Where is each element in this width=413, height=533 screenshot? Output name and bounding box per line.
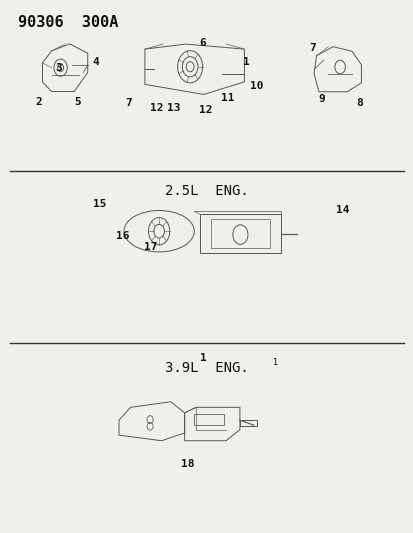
Text: 14: 14 <box>335 205 349 215</box>
Text: 7: 7 <box>309 43 316 53</box>
Text: 16: 16 <box>116 231 129 241</box>
Text: 1: 1 <box>242 58 249 67</box>
Text: 5: 5 <box>74 97 81 107</box>
Text: 7: 7 <box>125 98 132 108</box>
Text: 18: 18 <box>180 459 194 469</box>
Text: 11: 11 <box>220 93 234 103</box>
Text: 10: 10 <box>250 81 263 91</box>
Text: 3.9L  ENG.: 3.9L ENG. <box>165 361 248 375</box>
Text: 12: 12 <box>150 103 163 114</box>
Text: 1: 1 <box>271 358 277 367</box>
Text: 15: 15 <box>92 199 106 209</box>
Text: 13: 13 <box>167 103 180 114</box>
Text: 12: 12 <box>199 105 212 115</box>
Text: 9: 9 <box>317 94 324 104</box>
Text: 8: 8 <box>355 98 362 108</box>
Text: 1: 1 <box>199 353 206 362</box>
Text: 17: 17 <box>144 242 157 252</box>
Text: 6: 6 <box>199 38 206 48</box>
Text: 4: 4 <box>93 58 99 67</box>
Text: 3: 3 <box>55 63 62 72</box>
Text: 2: 2 <box>35 97 42 107</box>
Text: 90306  300A: 90306 300A <box>18 14 118 30</box>
Text: 2.5L  ENG.: 2.5L ENG. <box>165 184 248 198</box>
